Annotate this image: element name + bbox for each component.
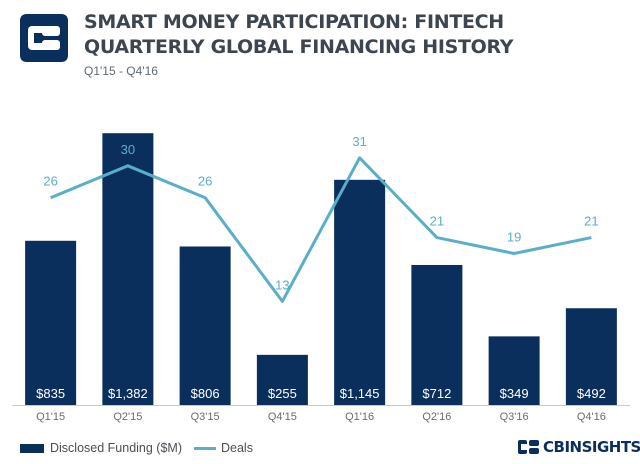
bar bbox=[334, 179, 386, 405]
bar bbox=[488, 336, 540, 405]
deals-value-label: 26 bbox=[198, 174, 212, 189]
bar-value-label: $1,145 bbox=[340, 386, 380, 401]
legend-bar-swatch bbox=[20, 443, 44, 453]
deals-value-label: 31 bbox=[352, 134, 366, 149]
deals-value-label: 21 bbox=[430, 214, 444, 229]
bar-value-label: $492 bbox=[577, 386, 606, 401]
x-tick-label: Q2'16 bbox=[422, 411, 451, 423]
legend-bar-label: Disclosed Funding ($M) bbox=[50, 441, 182, 455]
bar-value-label: $349 bbox=[500, 386, 529, 401]
x-tick-label: Q3'15 bbox=[191, 411, 220, 423]
bar bbox=[256, 354, 308, 405]
deals-value-label: 19 bbox=[507, 230, 521, 245]
bar-value-label: $712 bbox=[422, 386, 451, 401]
bar-value-label: $806 bbox=[191, 386, 220, 401]
legend: Disclosed Funding ($M) Deals bbox=[20, 441, 253, 455]
x-tick-label: Q2'15 bbox=[113, 411, 142, 423]
bar bbox=[25, 240, 77, 405]
bar bbox=[411, 264, 463, 405]
page-subtitle: Q1'15 - Q4'16 bbox=[84, 64, 158, 78]
bar bbox=[179, 246, 231, 405]
bar-value-label: $835 bbox=[36, 386, 65, 401]
brand-name: CBINSIGHTS bbox=[543, 438, 640, 456]
cbinsights-mark-icon bbox=[518, 440, 539, 454]
page-title: SMART MONEY PARTICIPATION: FINTECH QUART… bbox=[84, 11, 514, 58]
deals-value-label: 30 bbox=[121, 142, 135, 157]
x-tick-label: Q3'16 bbox=[500, 411, 529, 423]
x-tick-label: Q4'15 bbox=[268, 411, 297, 423]
cb-logo-icon bbox=[20, 14, 68, 62]
deals-value-label: 21 bbox=[584, 214, 598, 229]
bar bbox=[565, 308, 617, 405]
bar-value-label: $1,382 bbox=[108, 386, 148, 401]
bar bbox=[102, 133, 154, 405]
x-tick-label: Q1'15 bbox=[36, 411, 65, 423]
brand-logo: CBINSIGHTS bbox=[518, 438, 640, 456]
deals-value-label: 26 bbox=[43, 174, 57, 189]
bar-value-label: $255 bbox=[268, 386, 297, 401]
deals-line bbox=[50, 156, 592, 303]
legend-line-label: Deals bbox=[221, 441, 253, 455]
legend-line-swatch bbox=[194, 446, 216, 450]
x-tick-label: Q4'16 bbox=[577, 411, 606, 423]
deals-value-label: 13 bbox=[275, 277, 289, 292]
x-tick-label: Q1'16 bbox=[345, 411, 374, 423]
